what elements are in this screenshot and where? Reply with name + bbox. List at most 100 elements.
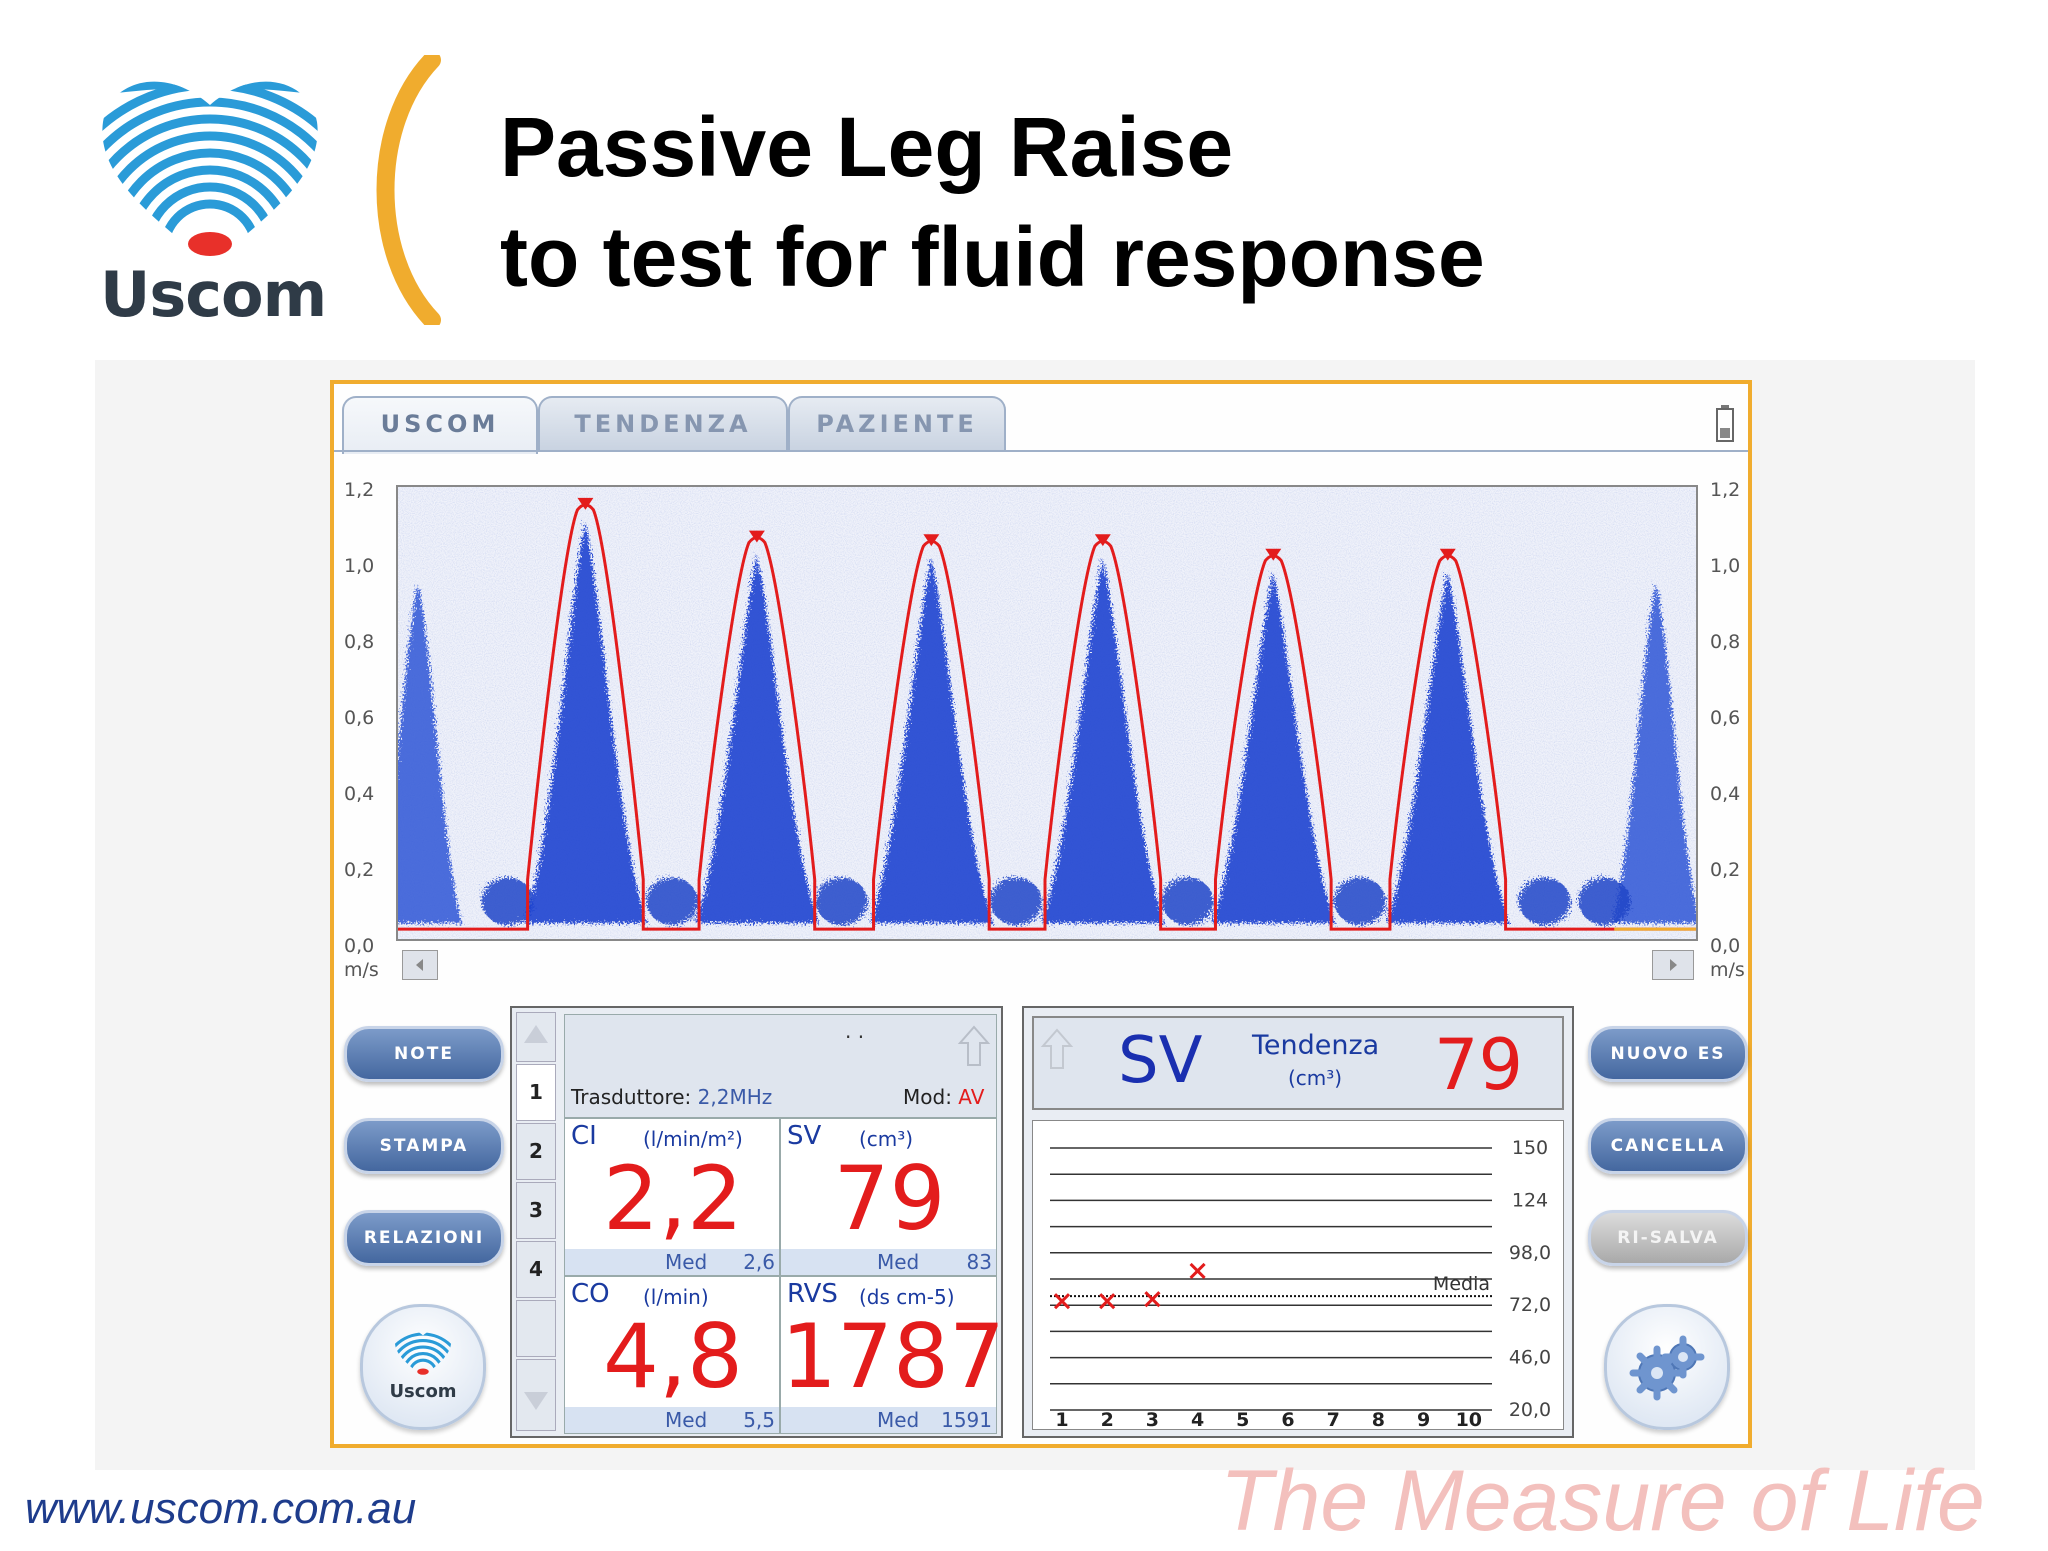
diastolic-blob: [646, 877, 699, 926]
mean-line-label: Media: [1433, 1273, 1490, 1295]
nuovo-es-button[interactable]: NUOVO ES: [1588, 1026, 1748, 1082]
rvs-med-value: 1591: [941, 1408, 992, 1432]
scroll-right-button[interactable]: [1652, 950, 1694, 980]
slide-title-line-2: to test for fluid response: [500, 210, 1485, 304]
ci-label: CI: [571, 1121, 597, 1151]
y-tick-right: 0,0: [1710, 935, 1741, 957]
sv-label: SV: [787, 1121, 822, 1151]
trend-y-tick: 124: [1512, 1189, 1548, 1211]
spectral-blob: [869, 558, 994, 924]
velocity-unit-right: m/s: [1710, 959, 1745, 981]
co-cell: CO (l/min) 4,8 Med 5,5: [564, 1276, 780, 1434]
y-tick-right: 0,2: [1710, 859, 1741, 881]
trend-title: Tendenza: [1252, 1030, 1380, 1061]
trend-point: [1189, 1262, 1206, 1279]
ci-value: 2,2: [603, 1147, 743, 1250]
transducer-info: Trasduttore: 2,2MHz: [571, 1085, 772, 1109]
spectral-blob: [695, 554, 819, 924]
slide-title-line-1: Passive Leg Raise: [500, 100, 1234, 194]
trend-point: [1099, 1293, 1116, 1310]
tab-paziente[interactable]: PAZIENTE: [788, 396, 1006, 450]
sv-median: Med 83: [781, 1249, 996, 1275]
scroll-left-button[interactable]: [402, 950, 438, 980]
rounds-scroll-up-button[interactable]: [516, 1012, 556, 1062]
sv-unit: (cm³): [859, 1127, 914, 1151]
rvs-median: Med 1591: [781, 1407, 996, 1433]
rvs-med-label: Med: [877, 1408, 920, 1432]
diastolic-blob: [1161, 877, 1214, 926]
ci-unit: (l/min/m²): [643, 1127, 743, 1151]
ri-salva-button[interactable]: RI-SALVA: [1588, 1210, 1748, 1266]
mode-label: Mod:: [903, 1085, 952, 1109]
trend-panel: SV Tendenza (cm³) 79 150 124 98,0 72,0 46,0 2…: [1022, 1006, 1574, 1438]
spectral-blob: [1041, 558, 1165, 924]
relazioni-button[interactable]: RELAZIONI: [344, 1210, 504, 1266]
rvs-value: 1787: [781, 1305, 1005, 1408]
y-tick-left: 0,6: [344, 707, 375, 729]
trend-x-tick: 9: [1417, 1409, 1430, 1430]
ci-median: Med 2,6: [565, 1249, 779, 1275]
spectral-blob: [1385, 572, 1510, 924]
trend-x-tick: 3: [1146, 1409, 1159, 1430]
uscom-heart-icon: [394, 1332, 452, 1378]
diastolic-blob: [481, 877, 534, 926]
tab-uscom[interactable]: USCOM: [342, 396, 538, 454]
trend-value: 79: [1434, 1024, 1524, 1106]
y-tick-right: 1,0: [1710, 555, 1741, 577]
trend-y-tick: 150: [1512, 1137, 1548, 1159]
transducer-value: 2,2MHz: [697, 1085, 773, 1109]
round-tab-3[interactable]: 3: [516, 1182, 556, 1239]
round-tab-1[interactable]: 1: [516, 1064, 556, 1121]
note-button[interactable]: NOTE: [344, 1026, 504, 1082]
spectral-blob: [1211, 572, 1336, 924]
rvs-unit: (ds cm-5): [859, 1285, 955, 1309]
rounds-scroll-down-button[interactable]: [516, 1359, 556, 1431]
arrow-down-icon: [524, 1392, 548, 1410]
info-header: . . Trasduttore: 2,2MHz Mod: AV: [564, 1014, 997, 1118]
y-tick-left: 0,2: [344, 859, 375, 881]
arrow-up-icon: [524, 1025, 548, 1043]
round-tab-empty[interactable]: [516, 1300, 556, 1357]
trend-x-tick: 8: [1372, 1409, 1385, 1430]
co-med-label: Med: [665, 1408, 708, 1432]
trend-x-tick: 1: [1055, 1409, 1068, 1430]
uscom-heart-logo: [102, 81, 318, 265]
velocity-envelope: [398, 503, 1696, 931]
battery-icon: [1716, 405, 1734, 442]
cancella-button[interactable]: CANCELLA: [1588, 1118, 1748, 1174]
footer-website[interactable]: www.uscom.com.au: [25, 1484, 417, 1533]
mode-value: AV: [958, 1085, 985, 1109]
mode-info: Mod: AV: [903, 1085, 984, 1109]
measurement-panel: 1 2 3 4 . . Trasduttore: 2,2MHz Mod: AV …: [510, 1006, 1005, 1438]
uscom-home-button[interactable]: Uscom: [360, 1304, 486, 1430]
peak-marker: [577, 497, 594, 510]
trend-point: [1144, 1291, 1161, 1308]
round-tab-4[interactable]: 4: [516, 1241, 556, 1298]
rvs-label: RVS: [787, 1279, 838, 1309]
diastolic-blob: [1578, 877, 1631, 926]
y-tick-right: 0,4: [1710, 783, 1741, 805]
velocity-unit-left: m/s: [344, 959, 379, 981]
co-label: CO: [571, 1279, 610, 1309]
co-med-value: 5,5: [743, 1408, 775, 1432]
trend-point: [1053, 1293, 1071, 1310]
peak-marker: [1265, 548, 1282, 561]
settings-button[interactable]: [1604, 1304, 1730, 1430]
round-tab-2[interactable]: 2: [516, 1123, 556, 1180]
diastolic-blob: [1334, 877, 1386, 926]
y-tick-left: 0,4: [344, 783, 375, 805]
trend-x-tick: 6: [1281, 1409, 1294, 1430]
y-tick-right: 0,6: [1710, 707, 1741, 729]
peak-marker: [923, 534, 940, 547]
stampa-button[interactable]: STAMPA: [344, 1118, 504, 1174]
upload-arrow-icon: [1040, 1028, 1074, 1069]
tab-tendenza[interactable]: TENDENZA: [538, 396, 788, 450]
orange-bracket-decoration: [376, 55, 441, 325]
trend-y-tick: 46,0: [1509, 1347, 1551, 1369]
trend-x-tick: 5: [1236, 1409, 1249, 1430]
trend-y-tick: 20,0: [1509, 1399, 1551, 1421]
ci-med-label: Med: [665, 1250, 708, 1274]
peak-marker: [748, 530, 765, 543]
ci-cell: CI (l/min/m²) 2,2 Med 2,6: [564, 1118, 780, 1276]
trend-x-tick: 10: [1456, 1409, 1482, 1430]
